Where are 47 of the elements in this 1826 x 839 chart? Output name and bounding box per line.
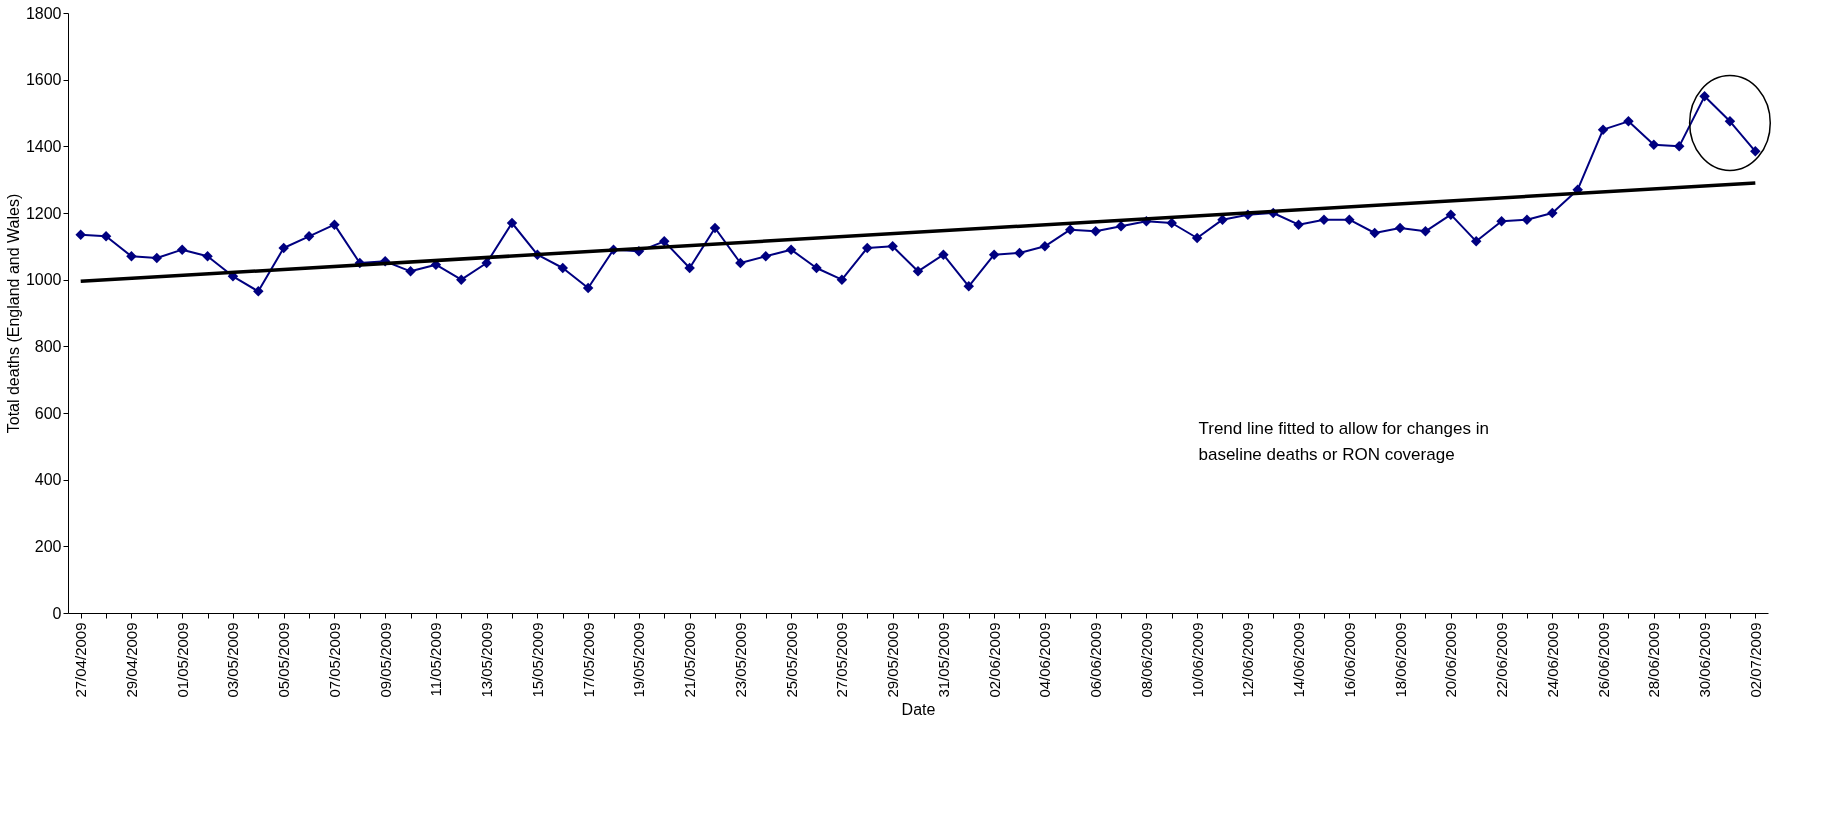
x-tick-label: 29/05/2009 bbox=[884, 622, 902, 698]
x-tick-label: 11/05/2009 bbox=[427, 622, 445, 697]
x-tick-label: 24/06/2009 bbox=[1543, 622, 1561, 698]
x-tick-label: 03/05/2009 bbox=[224, 622, 242, 698]
y-tick-label: 1400 bbox=[25, 137, 62, 155]
y-tick-label: 200 bbox=[34, 537, 62, 555]
x-tick-label: 20/06/2009 bbox=[1442, 622, 1460, 698]
x-tick-label: 02/06/2009 bbox=[985, 622, 1003, 698]
y-tick-label: 800 bbox=[34, 337, 62, 355]
y-tick-label: 600 bbox=[34, 404, 62, 422]
x-axis-title: Date bbox=[901, 700, 936, 718]
x-tick-label: 04/06/2009 bbox=[1036, 622, 1054, 698]
x-tick-label: 26/06/2009 bbox=[1594, 622, 1612, 698]
y-tick-label: 0 bbox=[52, 604, 62, 622]
x-tick-label: 01/05/2009 bbox=[173, 622, 191, 698]
x-tick-label: 27/04/2009 bbox=[72, 622, 90, 698]
y-tick-label: 1200 bbox=[25, 204, 62, 222]
x-tick-label: 14/06/2009 bbox=[1290, 622, 1308, 698]
x-tick-label: 08/06/2009 bbox=[1137, 622, 1155, 698]
x-tick-label: 07/05/2009 bbox=[325, 622, 343, 698]
y-axis-title: Total deaths (England and Wales) bbox=[4, 193, 22, 434]
x-tick-label: 10/06/2009 bbox=[1188, 622, 1206, 698]
x-tick-label: 29/04/2009 bbox=[122, 622, 140, 698]
x-tick-label: 31/05/2009 bbox=[934, 622, 952, 698]
x-tick-label: 30/06/2009 bbox=[1696, 622, 1714, 698]
y-tick-label: 1000 bbox=[25, 271, 62, 289]
x-tick-label: 09/05/2009 bbox=[376, 622, 394, 698]
x-tick-label: 23/05/2009 bbox=[731, 622, 749, 698]
x-tick-label: 22/06/2009 bbox=[1493, 622, 1511, 698]
x-tick-label: 27/05/2009 bbox=[833, 622, 851, 698]
x-tick-label: 15/05/2009 bbox=[528, 622, 546, 698]
y-tick-label: 1600 bbox=[25, 71, 62, 89]
x-tick-label: 02/07/2009 bbox=[1746, 622, 1764, 698]
annotation: Trend line fitted to allow for changes in baseline deaths or RON coverage bbox=[1198, 419, 1489, 464]
x-tick-label: 13/05/2009 bbox=[478, 622, 496, 698]
x-tick-label: 21/05/2009 bbox=[681, 622, 699, 698]
x-tick-label: 17/05/2009 bbox=[579, 622, 597, 698]
x-tick-label: 18/06/2009 bbox=[1391, 622, 1409, 698]
x-tick-label: 19/05/2009 bbox=[630, 622, 648, 698]
x-tick-label: 25/05/2009 bbox=[782, 622, 800, 698]
x-tick-label: 05/05/2009 bbox=[275, 622, 293, 698]
y-tick-label: 400 bbox=[34, 471, 62, 489]
x-tick-label: 12/06/2009 bbox=[1239, 622, 1257, 698]
x-tick-label: 16/06/2009 bbox=[1340, 622, 1358, 698]
x-tick-label: 06/06/2009 bbox=[1087, 622, 1105, 698]
y-tick-label: 1800 bbox=[25, 4, 62, 22]
x-tick-label: 28/06/2009 bbox=[1645, 622, 1663, 698]
